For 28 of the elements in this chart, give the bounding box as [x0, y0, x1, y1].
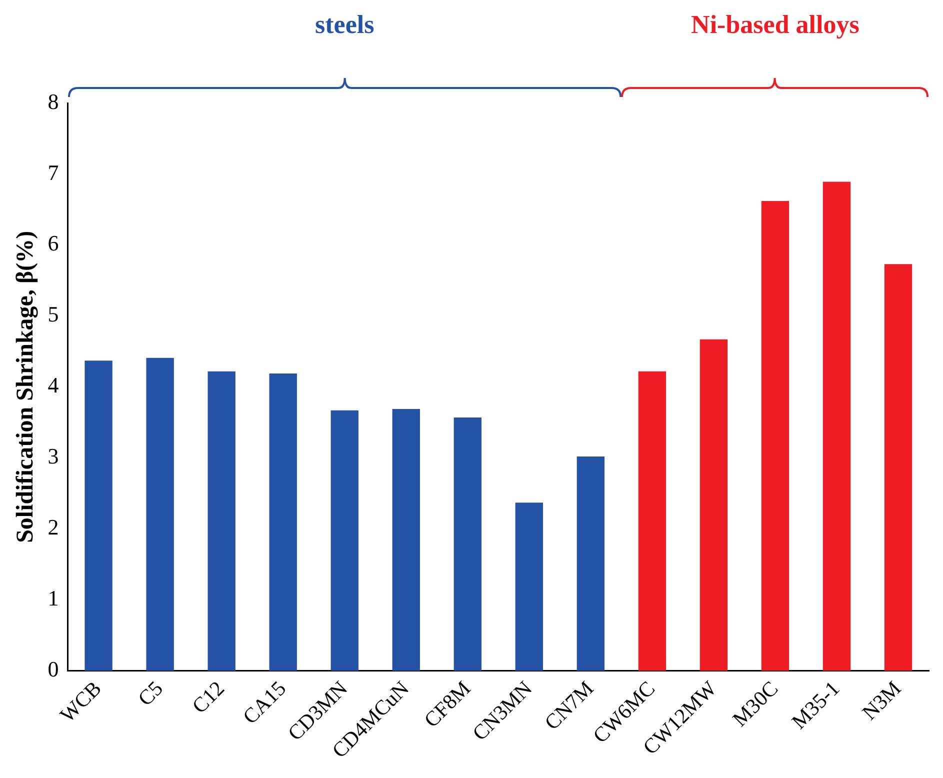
bar — [208, 371, 236, 671]
y-tick-label: 5 — [48, 302, 59, 327]
y-tick-label: 8 — [48, 88, 59, 114]
bar — [330, 410, 358, 671]
bar — [146, 358, 174, 671]
bar — [822, 182, 851, 671]
bar — [84, 360, 112, 671]
y-tick-label: 2 — [48, 514, 59, 540]
y-tick-label: 3 — [48, 444, 59, 469]
bar — [515, 502, 543, 671]
bar — [884, 264, 912, 671]
y-tick-label: 4 — [48, 372, 59, 398]
bar — [761, 200, 790, 671]
x-tick-label: C12 — [187, 676, 230, 718]
y-tick-label: 6 — [48, 230, 59, 256]
bar — [576, 456, 605, 671]
text: steels — [314, 10, 376, 40]
y-tick-label: 7 — [48, 160, 59, 185]
bar — [392, 408, 420, 671]
bar — [638, 371, 666, 671]
bar — [269, 373, 297, 671]
y-axis-title: Solidification Shrinkage, β(%) — [12, 230, 39, 543]
y-tick-label: 0 — [48, 656, 59, 682]
bar — [454, 417, 482, 671]
x-tick-label: C5 — [133, 676, 168, 711]
text: Ni-based alloys — [690, 10, 860, 40]
y-tick-label: 1 — [48, 586, 59, 611]
bar — [700, 339, 728, 671]
